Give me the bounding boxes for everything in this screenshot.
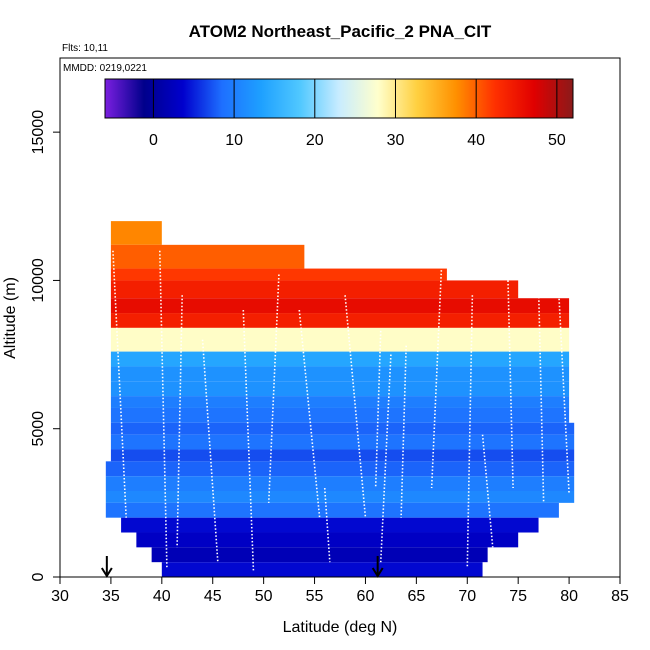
x-tick-label-11: 85: [611, 588, 629, 605]
x-tick-label-10: 80: [560, 588, 578, 605]
flight-profile-2: [176, 295, 183, 548]
colorbar-tick-label-0: 0: [149, 132, 158, 149]
x-tick-label-3: 45: [204, 588, 222, 605]
heatmap-band-5: [110, 313, 570, 328]
flight-profile-8: [344, 295, 367, 518]
colorbar-tick-label-4: 40: [467, 132, 485, 149]
heatmap-band-1: [110, 244, 305, 269]
x-tick-label-6: 60: [357, 588, 375, 605]
location-markers: [100, 556, 384, 578]
x-tick-label-1: 35: [102, 588, 120, 605]
flight-profile-4: [242, 310, 255, 572]
dates-label: MMDD: 0219,0221: [63, 63, 147, 74]
heatmap-band-11: [110, 407, 570, 423]
flight-profile-3: [201, 339, 219, 563]
flight-profile-14: [481, 434, 494, 548]
heatmap-band-21: [151, 547, 488, 563]
flight-profiles: [112, 250, 570, 572]
x-tick-label-4: 50: [255, 588, 273, 605]
y-tick-label-1: 5000: [30, 411, 47, 447]
heatmap-band-8: [110, 366, 570, 382]
x-tick-label-2: 40: [153, 588, 171, 605]
colorbar-tick-label-3: 30: [387, 132, 405, 149]
colorbar: 0 10 20 30 40 50: [104, 78, 574, 149]
x-tick-label-0: 30: [51, 588, 69, 605]
heatmap-band-7: [110, 351, 570, 367]
colorbar-tick-label-1: 10: [225, 132, 243, 149]
colorbar-gradient: [104, 78, 574, 119]
x-tick-label-7: 65: [407, 588, 425, 605]
y-tick-label-0: 0: [30, 572, 47, 581]
colorbar-tick-label-5: 50: [548, 132, 566, 149]
flight-profile-11: [400, 345, 407, 518]
heatmap-band-4: [110, 298, 570, 314]
heatmap-band-0: [110, 221, 162, 245]
flight-profile-16: [537, 286, 545, 503]
y-axis: 0 5000 10000 15000: [30, 110, 60, 581]
flight-profile-1: [158, 250, 168, 569]
flight-profile-12: [430, 259, 443, 489]
flight-profile-0: [112, 250, 127, 518]
x-tick-label-9: 75: [509, 588, 527, 605]
y-axis-label: Altitude (m): [2, 277, 19, 359]
heatmap-band-9: [110, 381, 570, 397]
flight-profile-5: [267, 274, 280, 503]
plot-frame: [59, 57, 621, 578]
heatmap-band-10: [110, 396, 570, 408]
heatmap-band-16: [105, 476, 575, 491]
heatmap-band-6: [110, 327, 570, 352]
colorbar-tick-label-2: 20: [306, 132, 324, 149]
x-axis-label: Latitude (deg N): [283, 619, 398, 636]
heatmap-band-17: [105, 490, 575, 503]
chart-title: ATOM2 Northeast_Pacific_2 PNA_CIT: [189, 22, 492, 41]
heatmap-band-19: [121, 517, 539, 533]
x-axis: 30 35 40 45 50 55 60 65 70 75 80 85: [51, 577, 629, 605]
heatmap-band-20: [136, 532, 519, 548]
heatmap-band-22: [161, 562, 483, 577]
y-tick-label-3: 15000: [30, 110, 47, 155]
heatmap-band-13: [110, 434, 575, 450]
heatmap-band-14: [110, 449, 575, 462]
heatmap-band-18: [105, 502, 559, 518]
x-tick-label-5: 55: [306, 588, 324, 605]
y-tick-label-2: 10000: [30, 258, 47, 303]
flight-profile-17: [558, 295, 570, 495]
heatmap-band-12: [110, 422, 575, 435]
heatmap-band-15: [105, 461, 575, 477]
x-tick-label-8: 70: [458, 588, 476, 605]
arrow-marker-0: [100, 556, 113, 578]
heatmap-cells: [105, 221, 575, 577]
heatmap-band-3: [110, 280, 519, 299]
flights-label: Flts: 10,11: [62, 43, 108, 54]
arrow-marker-1: [371, 556, 384, 578]
